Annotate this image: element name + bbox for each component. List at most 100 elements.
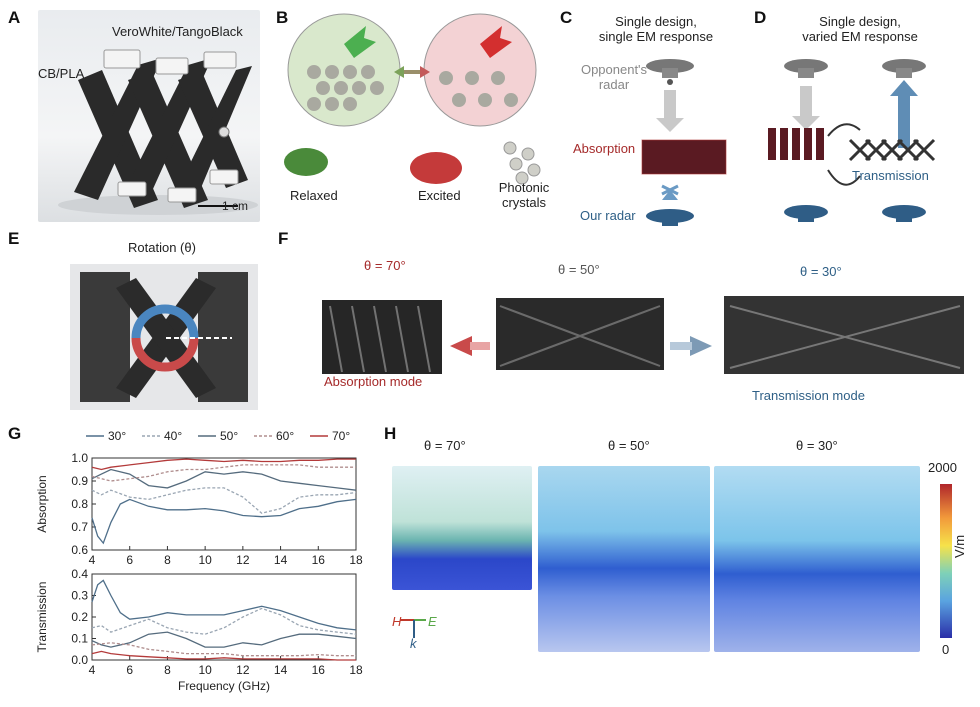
f-angle-50: θ = 50° xyxy=(558,262,600,277)
panel-d-title-line1: Single design, xyxy=(819,14,901,29)
series-line-0-4 xyxy=(91,458,356,471)
legend-label-1: 40° xyxy=(164,429,182,443)
xtick-label-0-1: 6 xyxy=(126,553,133,567)
single-response-diagram xyxy=(641,59,727,226)
absorption-mode-label: Absorption mode xyxy=(324,374,423,389)
lattice-neutral xyxy=(496,298,664,370)
colorbar xyxy=(940,484,952,638)
colorbar-min: 0 xyxy=(942,642,950,657)
rotation-title: Rotation (θ) xyxy=(128,240,196,255)
ytick-label-1-4: 0.4 xyxy=(71,567,88,581)
absorption-transmission-chart: 30° 40° 50° 60° 70° 0.6 0.7 0.8 0.9 1.0 4 6 8 10 12 14 1… xyxy=(35,429,363,693)
opponent-label-line1: Opponent's xyxy=(580,62,648,77)
legend-label-4: 70° xyxy=(332,429,350,443)
xtick-label-1-5: 14 xyxy=(274,663,288,677)
xtick-label-0-0: 4 xyxy=(89,553,96,567)
photonic-label-line1: Photonic xyxy=(498,180,550,195)
opponent-label-line2: radar xyxy=(598,77,630,92)
scale-bar-label: 1 cm xyxy=(222,199,249,213)
colorbar-unit: V/m xyxy=(952,534,967,558)
photonic-crystals-label: Photonic crystals xyxy=(492,180,556,210)
series-line-0-1 xyxy=(91,487,357,514)
series-line-1-4 xyxy=(91,650,356,661)
series-line-1-0 xyxy=(91,579,357,631)
xtick-label-1-0: 4 xyxy=(89,663,96,677)
lattice-modes-diagram xyxy=(322,296,964,374)
chameleon-diagram xyxy=(284,13,541,185)
transmission-label-d: Transmission xyxy=(852,168,929,183)
xtick-label-1-7: 18 xyxy=(349,663,363,677)
material-label-vero: VeroWhite/TangoBlack xyxy=(112,24,243,39)
panel-letter-f: F xyxy=(278,229,289,248)
xtick-label-0-2: 8 xyxy=(164,553,171,567)
ytick-label-0-2: 0.8 xyxy=(71,497,88,511)
ytick-label-0-0: 0.6 xyxy=(71,543,88,557)
field-sim-30 xyxy=(714,466,920,652)
field-sim-70 xyxy=(392,466,532,590)
ytick-label-1-3: 0.3 xyxy=(71,589,88,603)
rotation-arc-blue xyxy=(131,304,199,339)
panel-c-title-line2: single EM response xyxy=(598,29,714,44)
xtick-label-1-1: 6 xyxy=(126,663,133,677)
h-angle-30: θ = 30° xyxy=(796,438,838,453)
h-angle-50: θ = 50° xyxy=(608,438,650,453)
relaxed-label: Relaxed xyxy=(290,188,338,203)
absorption-label-c: Absorption xyxy=(573,141,636,156)
panel-letter-e: E xyxy=(8,229,20,248)
series-line-1-3 xyxy=(91,642,356,657)
panel-letter-h: H xyxy=(384,424,397,443)
panel-d-title-line2: varied EM response xyxy=(802,29,918,44)
axis-label-e: E xyxy=(428,614,437,629)
series-line-0-0 xyxy=(91,498,357,545)
panel-letter-d: D xyxy=(754,8,767,27)
legend-label-0: 30° xyxy=(108,429,126,443)
colorbar-max: 2000 xyxy=(928,460,957,475)
ytick-label-0-4: 1.0 xyxy=(71,451,88,465)
rotation-arc-red xyxy=(131,337,199,372)
xtick-label-1-4: 12 xyxy=(236,663,250,677)
opponent-radar-label: Opponent's radar xyxy=(570,62,658,92)
material-label-cb: CB/PLA xyxy=(38,66,85,81)
panel-letter-c: C xyxy=(560,8,573,27)
xtick-label-1-3: 10 xyxy=(198,663,212,677)
f-angle-30: θ = 30° xyxy=(800,264,842,279)
xtick-label-0-6: 16 xyxy=(312,553,326,567)
plot-frame-0 xyxy=(91,457,357,551)
varied-response-diagram xyxy=(768,59,936,222)
series-line-1-2 xyxy=(91,631,357,648)
our-radar-label: Our radar xyxy=(580,208,636,223)
series-line-0-2 xyxy=(91,468,357,491)
legend-label-2: 50° xyxy=(220,429,238,443)
ytick-label-1-1: 0.1 xyxy=(71,632,88,646)
field-sim-50 xyxy=(538,466,710,652)
h-angle-70: θ = 70° xyxy=(424,438,466,453)
photonic-label-line2: crystals xyxy=(501,195,547,210)
excited-label: Excited xyxy=(418,188,461,203)
lattice-transmission xyxy=(724,296,964,374)
xtick-label-1-2: 8 xyxy=(164,663,171,677)
ylabel-0: Absorption xyxy=(35,475,49,532)
xtick-label-1-6: 16 xyxy=(312,663,326,677)
series-line-0-3 xyxy=(91,464,356,482)
axis-triad xyxy=(400,619,426,638)
panel-letter-a: A xyxy=(8,8,21,27)
xtick-label-0-7: 18 xyxy=(349,553,363,567)
panel-d-title: Single design, varied EM response xyxy=(770,14,950,44)
excited-crystal-circle xyxy=(423,13,537,127)
xtick-label-0-3: 10 xyxy=(198,553,212,567)
panel-letter-g: G xyxy=(8,424,22,443)
ytick-label-1-0: 0.0 xyxy=(71,653,88,667)
lattice-photo-a xyxy=(38,10,260,222)
ytick-label-0-1: 0.7 xyxy=(71,520,88,534)
panel-c-title: Single design, single EM response xyxy=(576,14,736,44)
lattice-sample-illustration xyxy=(58,49,258,215)
xlabel-1: Frequency (GHz) xyxy=(178,679,270,693)
panel-letter-b: B xyxy=(276,8,289,27)
series-line-1-1 xyxy=(91,607,357,635)
ytick-label-1-2: 0.2 xyxy=(71,610,88,624)
ytick-label-0-3: 0.9 xyxy=(71,474,88,488)
panel-c-title-line1: Single design, xyxy=(615,14,697,29)
ylabel-1: Transmission xyxy=(35,582,49,653)
axis-label-h: H xyxy=(392,614,402,629)
xtick-label-0-4: 12 xyxy=(236,553,250,567)
